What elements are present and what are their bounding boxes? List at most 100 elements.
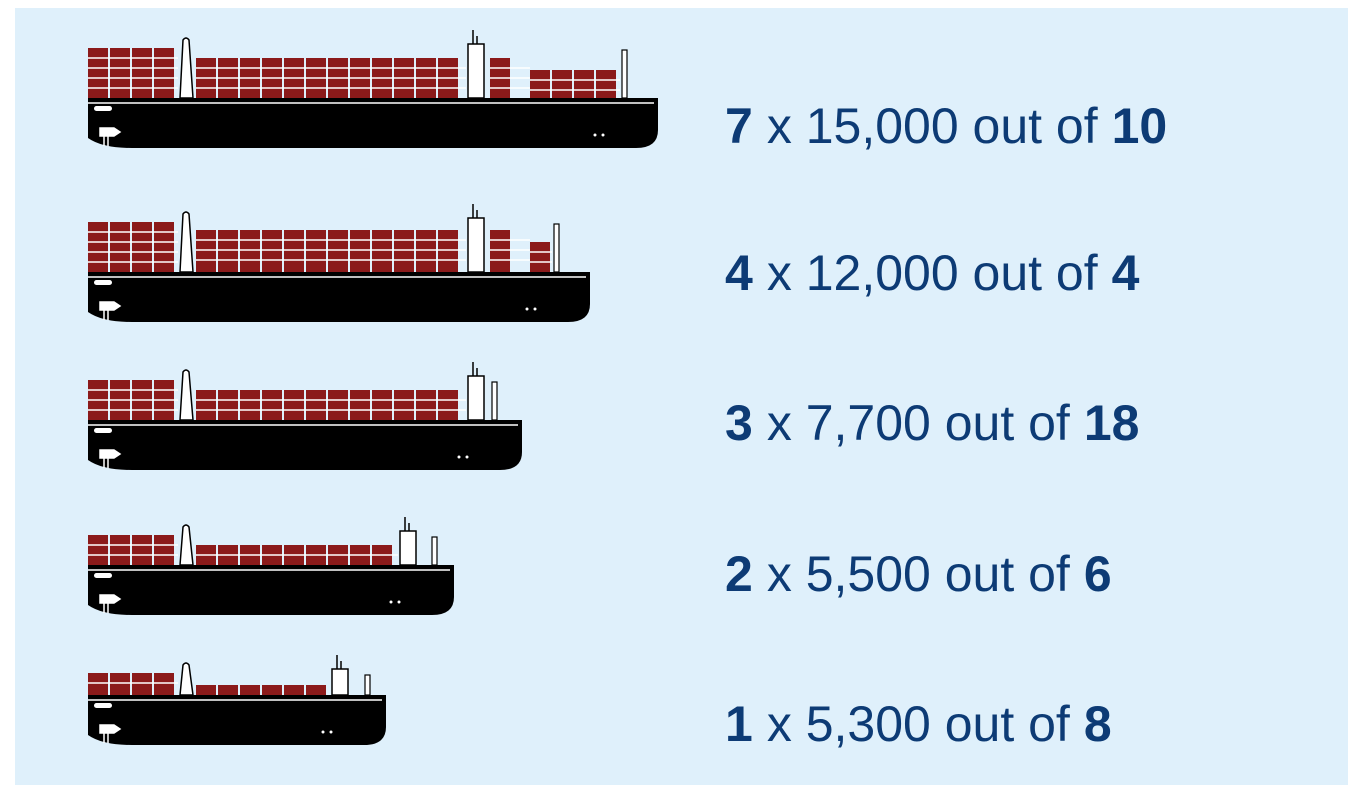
- count: 7: [725, 98, 753, 154]
- bow-light: [593, 133, 597, 137]
- container-stack: [154, 535, 174, 565]
- funnel: [179, 369, 194, 421]
- capacity-label: x 5,300 out of: [767, 696, 1070, 752]
- container-stack: [328, 230, 348, 272]
- mast: [431, 536, 438, 566]
- bow-light: [457, 455, 461, 459]
- bow-light: [601, 133, 605, 137]
- container-stack: [110, 48, 130, 98]
- capacity-label: x 5,500 out of: [767, 546, 1070, 602]
- propeller: [99, 724, 122, 743]
- antenna: [472, 362, 478, 376]
- container-stack: [416, 230, 436, 272]
- propeller: [99, 449, 122, 468]
- container-stack: [154, 48, 174, 98]
- antenna: [336, 655, 342, 669]
- funnel: [179, 37, 194, 99]
- bridge: [399, 530, 417, 566]
- bridge: [331, 668, 349, 696]
- funnel: [179, 211, 194, 273]
- container-stack: [372, 230, 392, 272]
- container-stack: [306, 685, 326, 695]
- container-stack: [88, 673, 108, 695]
- container-stack: [416, 390, 436, 420]
- container-stack: [132, 48, 152, 98]
- container-stack: [88, 222, 108, 272]
- ship: [88, 655, 386, 745]
- container-stack: [262, 685, 282, 695]
- funnel: [179, 524, 194, 566]
- container-stack: [196, 230, 216, 272]
- container-stack: [240, 230, 260, 272]
- porthole: [94, 428, 112, 433]
- container-stack: [284, 230, 304, 272]
- container-stack: [88, 48, 108, 98]
- container-stack: [350, 230, 370, 272]
- container-stack: [154, 673, 174, 695]
- hull: [88, 695, 386, 745]
- bow-light: [533, 307, 537, 311]
- total: 8: [1084, 696, 1112, 752]
- hull: [88, 565, 454, 615]
- propeller: [99, 127, 122, 146]
- container-stack: [394, 390, 414, 420]
- ship: [88, 204, 590, 322]
- container-stack: [328, 390, 348, 420]
- mast: [553, 223, 560, 273]
- container-stack: [306, 230, 326, 272]
- container-stack: [552, 70, 572, 98]
- container-stack: [218, 685, 238, 695]
- container-stack: [154, 222, 174, 272]
- container-stack: [530, 242, 550, 272]
- total: 18: [1084, 395, 1140, 451]
- ship: [88, 362, 522, 470]
- bridge: [467, 43, 485, 99]
- container-stack: [110, 673, 130, 695]
- propeller: [99, 301, 122, 320]
- antenna: [472, 30, 478, 44]
- bow-light: [525, 307, 529, 311]
- container-stack: [350, 390, 370, 420]
- container-stack: [110, 535, 130, 565]
- count: 4: [725, 245, 753, 301]
- container-stack: [132, 535, 152, 565]
- mast: [491, 381, 498, 421]
- mast: [364, 674, 371, 696]
- bow-light: [329, 730, 333, 734]
- container-stack: [218, 390, 238, 420]
- container-stack: [240, 685, 260, 695]
- total: 4: [1112, 245, 1140, 301]
- bow-light: [389, 600, 393, 604]
- bridge: [467, 375, 485, 421]
- bow-light: [465, 455, 469, 459]
- container-stack: [110, 222, 130, 272]
- hull: [88, 420, 522, 470]
- porthole: [94, 573, 112, 578]
- container-stack: [574, 70, 594, 98]
- funnel: [179, 662, 194, 696]
- container-stack: [530, 70, 550, 98]
- bridge: [467, 217, 485, 273]
- antenna: [404, 517, 410, 531]
- container-stack: [284, 390, 304, 420]
- container-stack: [284, 685, 304, 695]
- ship: [88, 30, 658, 148]
- total: 10: [1112, 98, 1168, 154]
- capacity-label: x 7,700 out of: [767, 395, 1070, 451]
- container-stack: [306, 390, 326, 420]
- hull: [88, 272, 590, 322]
- porthole: [94, 106, 112, 111]
- container-stack: [262, 390, 282, 420]
- hull: [88, 98, 658, 148]
- count: 1: [725, 696, 753, 752]
- container-stack: [394, 230, 414, 272]
- container-stack: [196, 390, 216, 420]
- container-stack: [596, 70, 616, 98]
- container-stack: [240, 390, 260, 420]
- porthole: [94, 703, 112, 708]
- container-stack: [88, 535, 108, 565]
- capacity-label: x 12,000 out of: [767, 245, 1098, 301]
